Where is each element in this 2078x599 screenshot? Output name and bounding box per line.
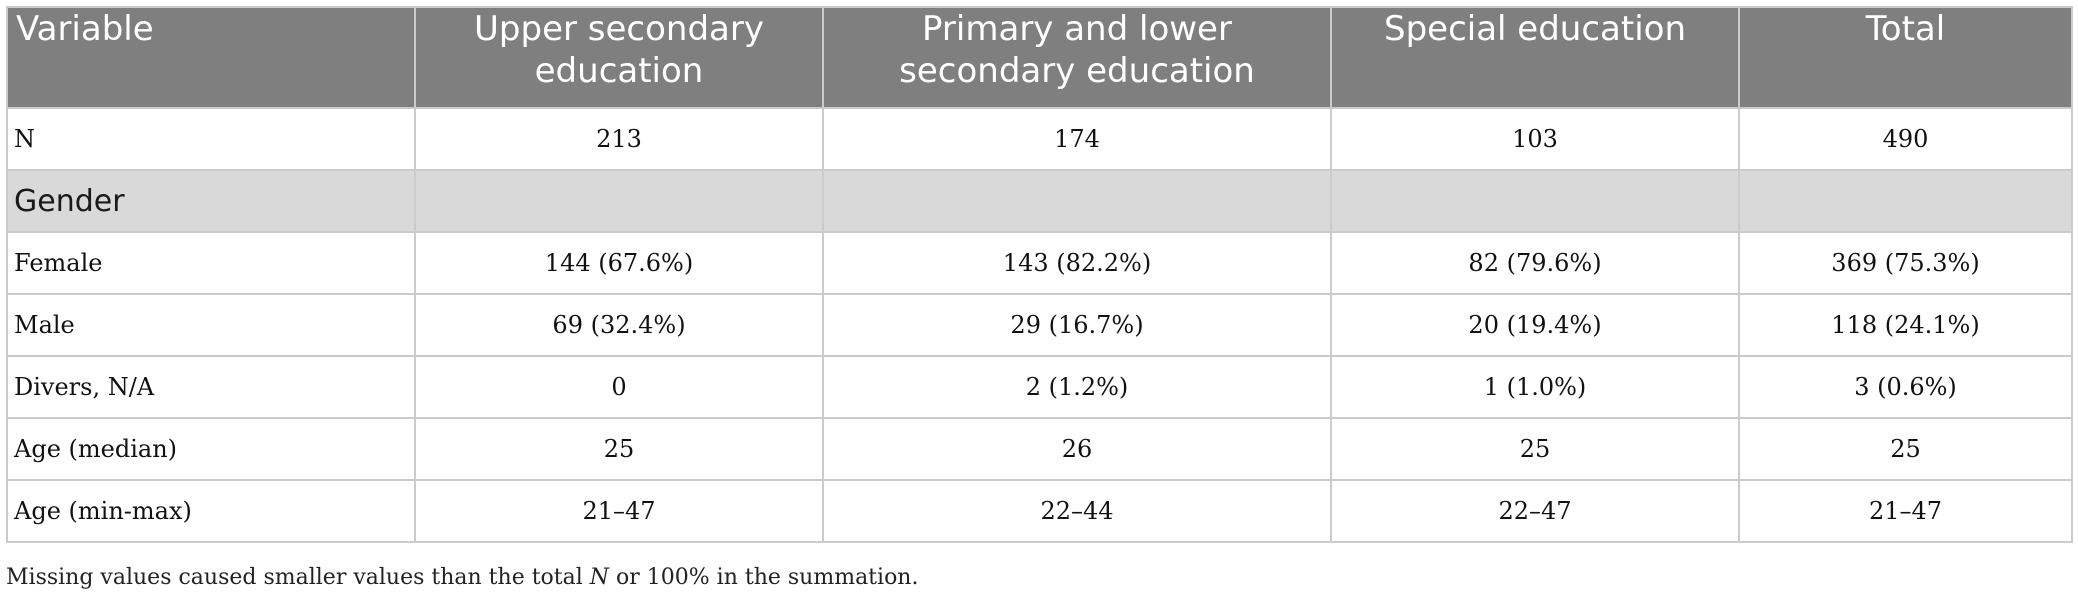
table-cell: 2 (1.2%) [822,355,1332,419]
table-cell: Divers, N/A [6,355,416,419]
section-label: Gender [6,169,416,233]
table-footnote: Missing values caused smaller values tha… [6,565,918,590]
table-cell [414,169,824,233]
footnote-text-end: or 100% in the summation. [609,565,919,590]
table-cell: Male [6,293,416,357]
table-cell: 29 (16.7%) [822,293,1332,357]
table-row-female: Female 144 (67.6%) 143 (82.2%) 82 (79.6%… [6,231,2073,295]
table-cell: 369 (75.3%) [1738,231,2073,295]
table-row-age-range: Age (min-max) 21–47 22–44 22–47 21–47 [6,479,2073,543]
table-cell: 69 (32.4%) [414,293,824,357]
header-row: Variable Upper secondary education Prima… [6,6,2073,109]
header-upper-secondary: Upper secondary education [414,6,824,109]
section-row-gender: Gender [6,169,2073,233]
table-cell: 20 (19.4%) [1330,293,1740,357]
demographics-table: Variable Upper secondary education Prima… [6,6,2073,543]
table-row-age-median: Age (median) 25 26 25 25 [6,417,2073,481]
table-cell: 25 [414,417,824,481]
header-primary-lower-secondary: Primary and lower secondary education [822,6,1332,109]
table-cell: 3 (0.6%) [1738,355,2073,419]
table-cell: 22–47 [1330,479,1740,543]
table-cell: 21–47 [414,479,824,543]
table-cell: Age (min-max) [6,479,416,543]
table-cell: 118 (24.1%) [1738,293,2073,357]
footnote-text-start: Missing values caused smaller values tha… [6,565,590,590]
table-cell [822,169,1332,233]
table-cell: 490 [1738,107,2073,171]
header-variable: Variable [6,6,416,109]
table-cell: 25 [1330,417,1740,481]
table-row-divers: Divers, N/A 0 2 (1.2%) 1 (1.0%) 3 (0.6%) [6,355,2073,419]
table-cell: 143 (82.2%) [822,231,1332,295]
table-cell: Age (median) [6,417,416,481]
table-cell: 144 (67.6%) [414,231,824,295]
header-special-education: Special education [1330,6,1740,109]
header-total: Total [1738,6,2073,109]
table-cell: 1 (1.0%) [1330,355,1740,419]
table-cell: 26 [822,417,1332,481]
table-cell: Female [6,231,416,295]
table-row-male: Male 69 (32.4%) 29 (16.7%) 20 (19.4%) 11… [6,293,2073,357]
table-cell [1738,169,2073,233]
table-row-n: N 213 174 103 490 [6,107,2073,171]
footnote-italic-n: N [589,565,610,590]
table-cell: 213 [414,107,824,171]
table-cell: 174 [822,107,1332,171]
table-cell: 21–47 [1738,479,2073,543]
table-cell: 0 [414,355,824,419]
table-cell: 25 [1738,417,2073,481]
table-cell [1330,169,1740,233]
table-cell: 82 (79.6%) [1330,231,1740,295]
table-cell: 22–44 [822,479,1332,543]
table-cell: N [6,107,416,171]
table-cell: 103 [1330,107,1740,171]
